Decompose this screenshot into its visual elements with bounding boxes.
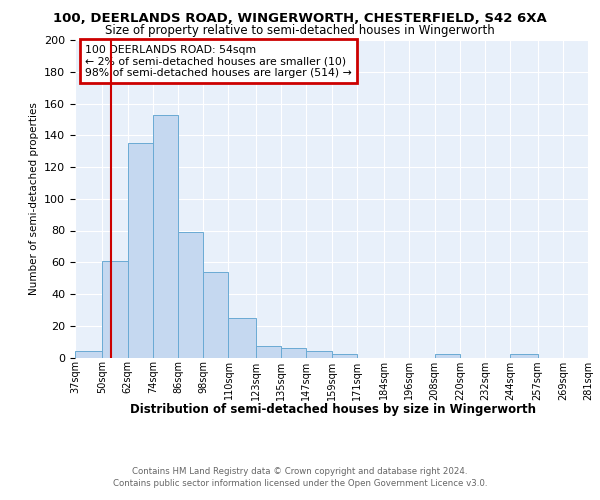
Text: Distribution of semi-detached houses by size in Wingerworth: Distribution of semi-detached houses by … [130, 402, 536, 415]
Bar [229, 318, 256, 358]
Y-axis label: Number of semi-detached properties: Number of semi-detached properties [29, 102, 38, 295]
Bar [256, 346, 281, 358]
Bar [434, 354, 460, 358]
Text: Contains HM Land Registry data © Crown copyright and database right 2024.: Contains HM Land Registry data © Crown c… [132, 468, 468, 476]
Text: Size of property relative to semi-detached houses in Wingerworth: Size of property relative to semi-detach… [105, 24, 495, 37]
Bar [510, 354, 538, 358]
Bar [331, 354, 357, 358]
Bar [103, 260, 128, 358]
Text: 100, DEERLANDS ROAD, WINGERWORTH, CHESTERFIELD, S42 6XA: 100, DEERLANDS ROAD, WINGERWORTH, CHESTE… [53, 12, 547, 26]
Bar [203, 272, 229, 358]
Text: 100 DEERLANDS ROAD: 54sqm
← 2% of semi-detached houses are smaller (10)
98% of s: 100 DEERLANDS ROAD: 54sqm ← 2% of semi-d… [85, 45, 352, 78]
Bar [75, 351, 103, 358]
Bar [153, 114, 178, 358]
Bar [178, 232, 203, 358]
Bar [306, 351, 331, 358]
Bar [128, 143, 153, 358]
Bar [281, 348, 306, 358]
Text: Contains public sector information licensed under the Open Government Licence v3: Contains public sector information licen… [113, 479, 487, 488]
